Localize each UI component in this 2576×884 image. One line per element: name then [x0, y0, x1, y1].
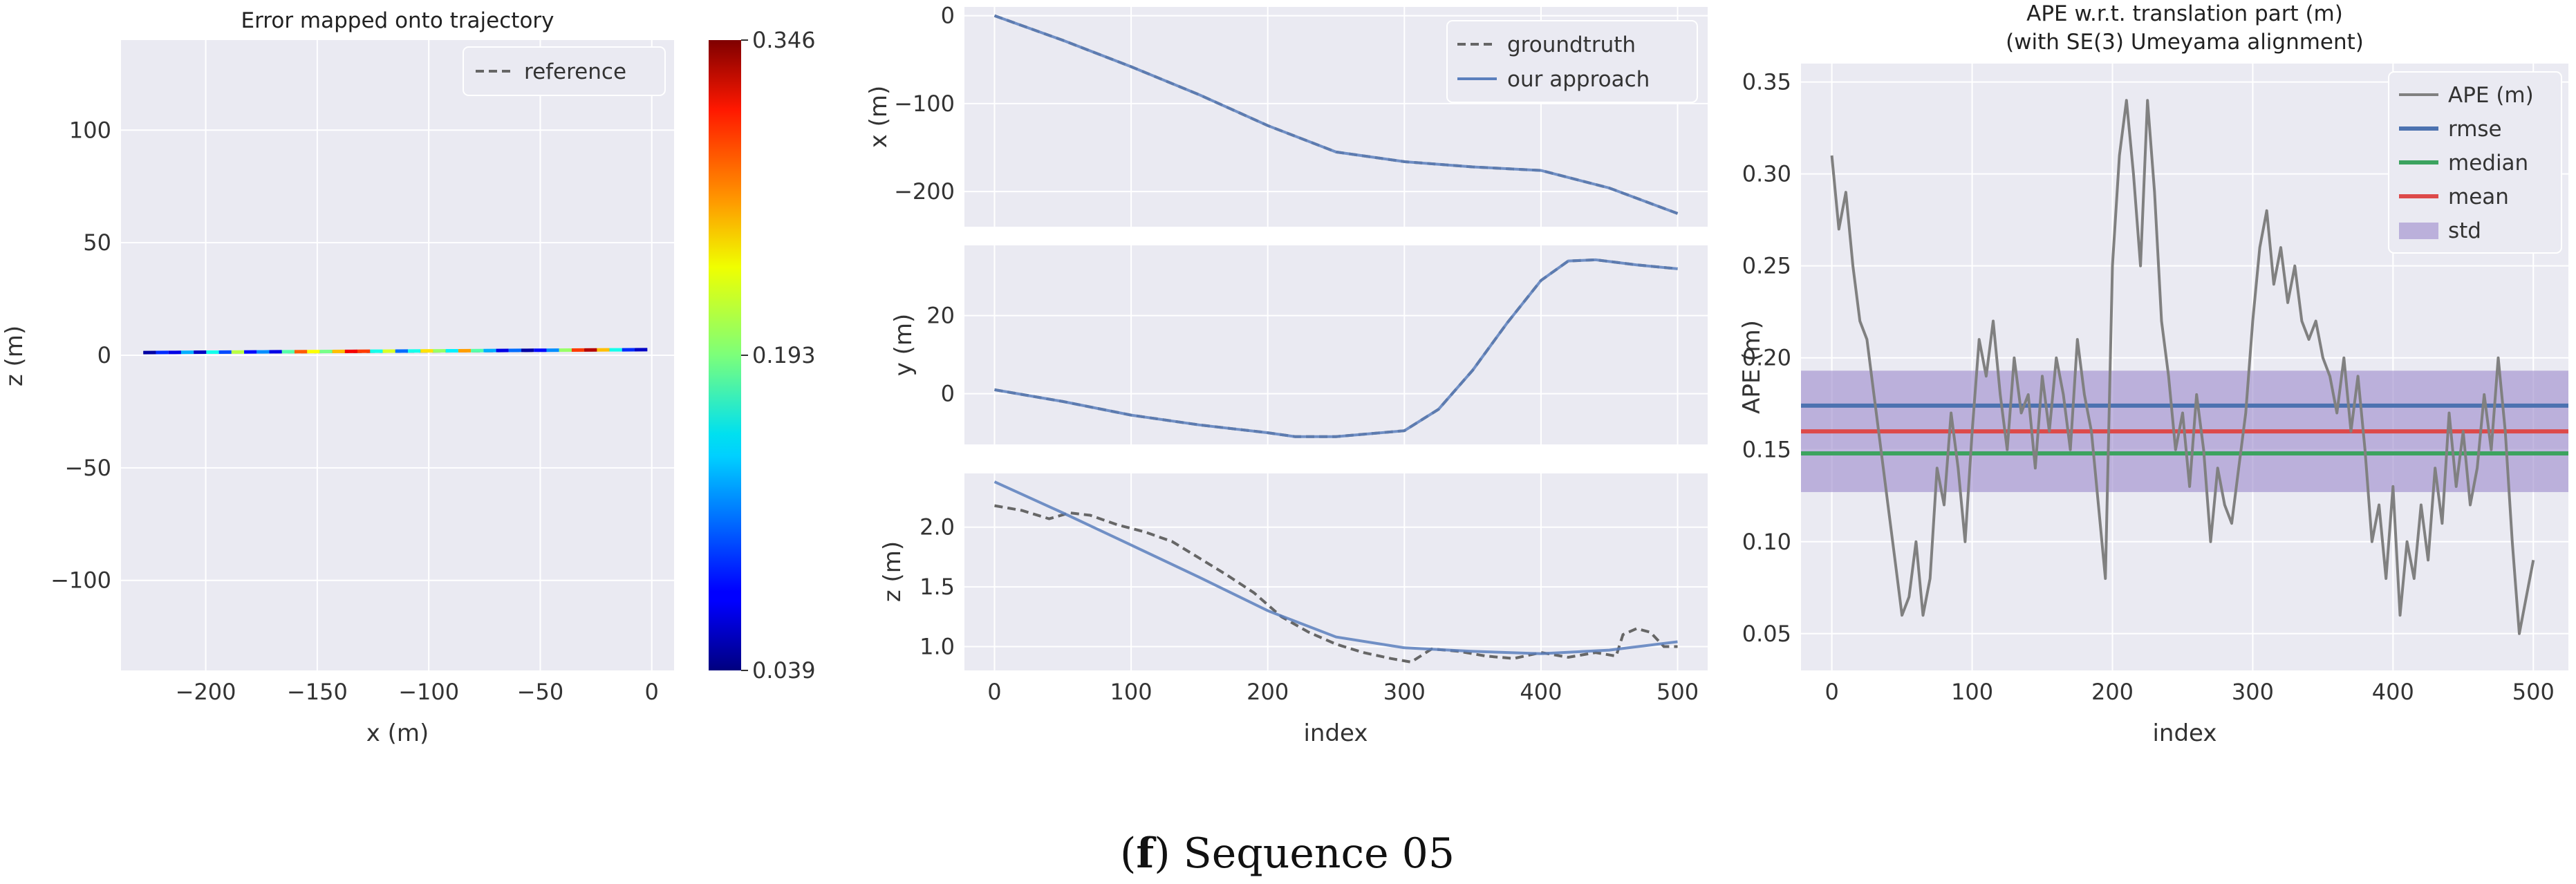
x-tick-label: 0 [645, 679, 659, 705]
x-tick-label: 200 [1247, 679, 1289, 705]
legend-box [463, 46, 666, 96]
y-tick-label: 0.35 [1742, 69, 1791, 95]
colorbar-tick-label: 0.193 [752, 342, 816, 368]
x-tick-label: 100 [1110, 679, 1152, 705]
subplot-x-ylabel: x (m) [865, 86, 893, 149]
y-tick-label: 0 [941, 381, 955, 407]
y-axis-label: z (m) [1, 326, 28, 386]
x-axis-label: index [1303, 720, 1368, 747]
y-tick-label: 1.0 [920, 633, 955, 659]
legend-label-std: std [2448, 218, 2481, 243]
colorbar-tick-label: 0.039 [752, 657, 816, 684]
subplot-z-ylabel: z (m) [879, 541, 906, 602]
y-tick-label: 0.15 [1742, 437, 1791, 463]
x-tick-label: 400 [1520, 679, 1562, 705]
y-tick-label: 0 [941, 3, 955, 29]
legend: reference [463, 46, 666, 96]
subplot-y [964, 245, 1708, 444]
x-axis-label: x (m) [366, 720, 429, 747]
figure-caption: (f) Sequence 05 [1120, 829, 1455, 878]
y-tick-label: 0.25 [1742, 253, 1791, 279]
legend-label-rmse: rmse [2448, 117, 2502, 142]
x-tick-label: 300 [2232, 679, 2274, 705]
legend-label-groundtruth: groundtruth [1507, 32, 1636, 57]
x-tick-label: 0 [987, 679, 1001, 705]
x-tick-label: 200 [2091, 679, 2134, 705]
x-tick-label: −200 [176, 679, 236, 705]
y-tick-label: 0.20 [1742, 345, 1791, 371]
legend: groundtruth our approach [1446, 20, 1698, 103]
y-tick-label: 1.5 [920, 574, 955, 600]
x-tick-label: −100 [398, 679, 459, 705]
x-tick-label: −50 [517, 679, 564, 705]
legend-label-our-approach: our approach [1507, 67, 1650, 92]
legend-label-mean: mean [2448, 185, 2509, 209]
legend-label-ape: APE (m) [2448, 83, 2534, 108]
x-tick-label: 300 [1383, 679, 1426, 705]
x-tick-label: 100 [1951, 679, 1993, 705]
legend-swatch-std [2399, 223, 2438, 239]
our-approach-line [993, 480, 1678, 655]
y-tick-label: −100 [894, 91, 955, 117]
subplot-z [964, 473, 1708, 670]
x-tick-label: 400 [2372, 679, 2414, 705]
ape-chart: 0 100 200 300 400 500 0.05 0.10 0.15 0.20 0.25 0.30… [1738, 1, 2568, 747]
y-tick-label: 0.10 [1742, 529, 1791, 555]
chart-subtitle: (with SE(3) Umeyama alignment) [2006, 30, 2364, 55]
legend-box [2388, 71, 2562, 254]
y-tick-label: 0.05 [1742, 621, 1791, 647]
y-tick-label: −100 [50, 567, 111, 594]
y-tick-label: 50 [83, 229, 111, 256]
y-tick-label: −200 [894, 178, 955, 205]
legend-label-reference: reference [524, 59, 626, 84]
x-tick-label: 500 [1656, 679, 1699, 705]
caption-label: f [1136, 829, 1157, 878]
y-tick-label: 2.0 [920, 514, 955, 540]
chart-title: Error mapped onto trajectory [241, 8, 554, 33]
y-tick-label: 0.30 [1742, 161, 1791, 187]
x-tick-label: 500 [2512, 679, 2555, 705]
chart-title: APE w.r.t. translation part (m) [2026, 1, 2343, 26]
ape-line [1830, 99, 2535, 635]
y-tick-label: 0 [97, 342, 111, 368]
y-tick-label: 20 [926, 303, 955, 329]
legend-label-median: median [2448, 151, 2528, 176]
x-tick-label: −150 [287, 679, 348, 705]
our-approach-line [994, 258, 1678, 438]
trajectory-error-chart: Error mapped onto trajectory −200 −150 −10… [1, 8, 816, 747]
y-axis-label: APE (m) [1738, 320, 1766, 414]
groundtruth-line [994, 504, 1678, 664]
legend-box [1446, 20, 1698, 103]
y-tick-label: 100 [69, 117, 111, 143]
subplot-y-ylabel: y (m) [890, 314, 917, 377]
x-axis-label: index [2152, 720, 2216, 747]
caption-text: Sequence 05 [1170, 829, 1455, 878]
colorbar-tick-label: 0.346 [752, 27, 816, 53]
x-tick-label: 0 [1824, 679, 1838, 705]
our-approach-line [993, 14, 1679, 215]
colorbar: 0.346 0.193 0.039 [709, 27, 816, 684]
legend: APE (m) rmse median mean std [2388, 71, 2562, 254]
y-tick-label: −50 [64, 455, 111, 481]
colorbar-gradient [709, 40, 741, 670]
